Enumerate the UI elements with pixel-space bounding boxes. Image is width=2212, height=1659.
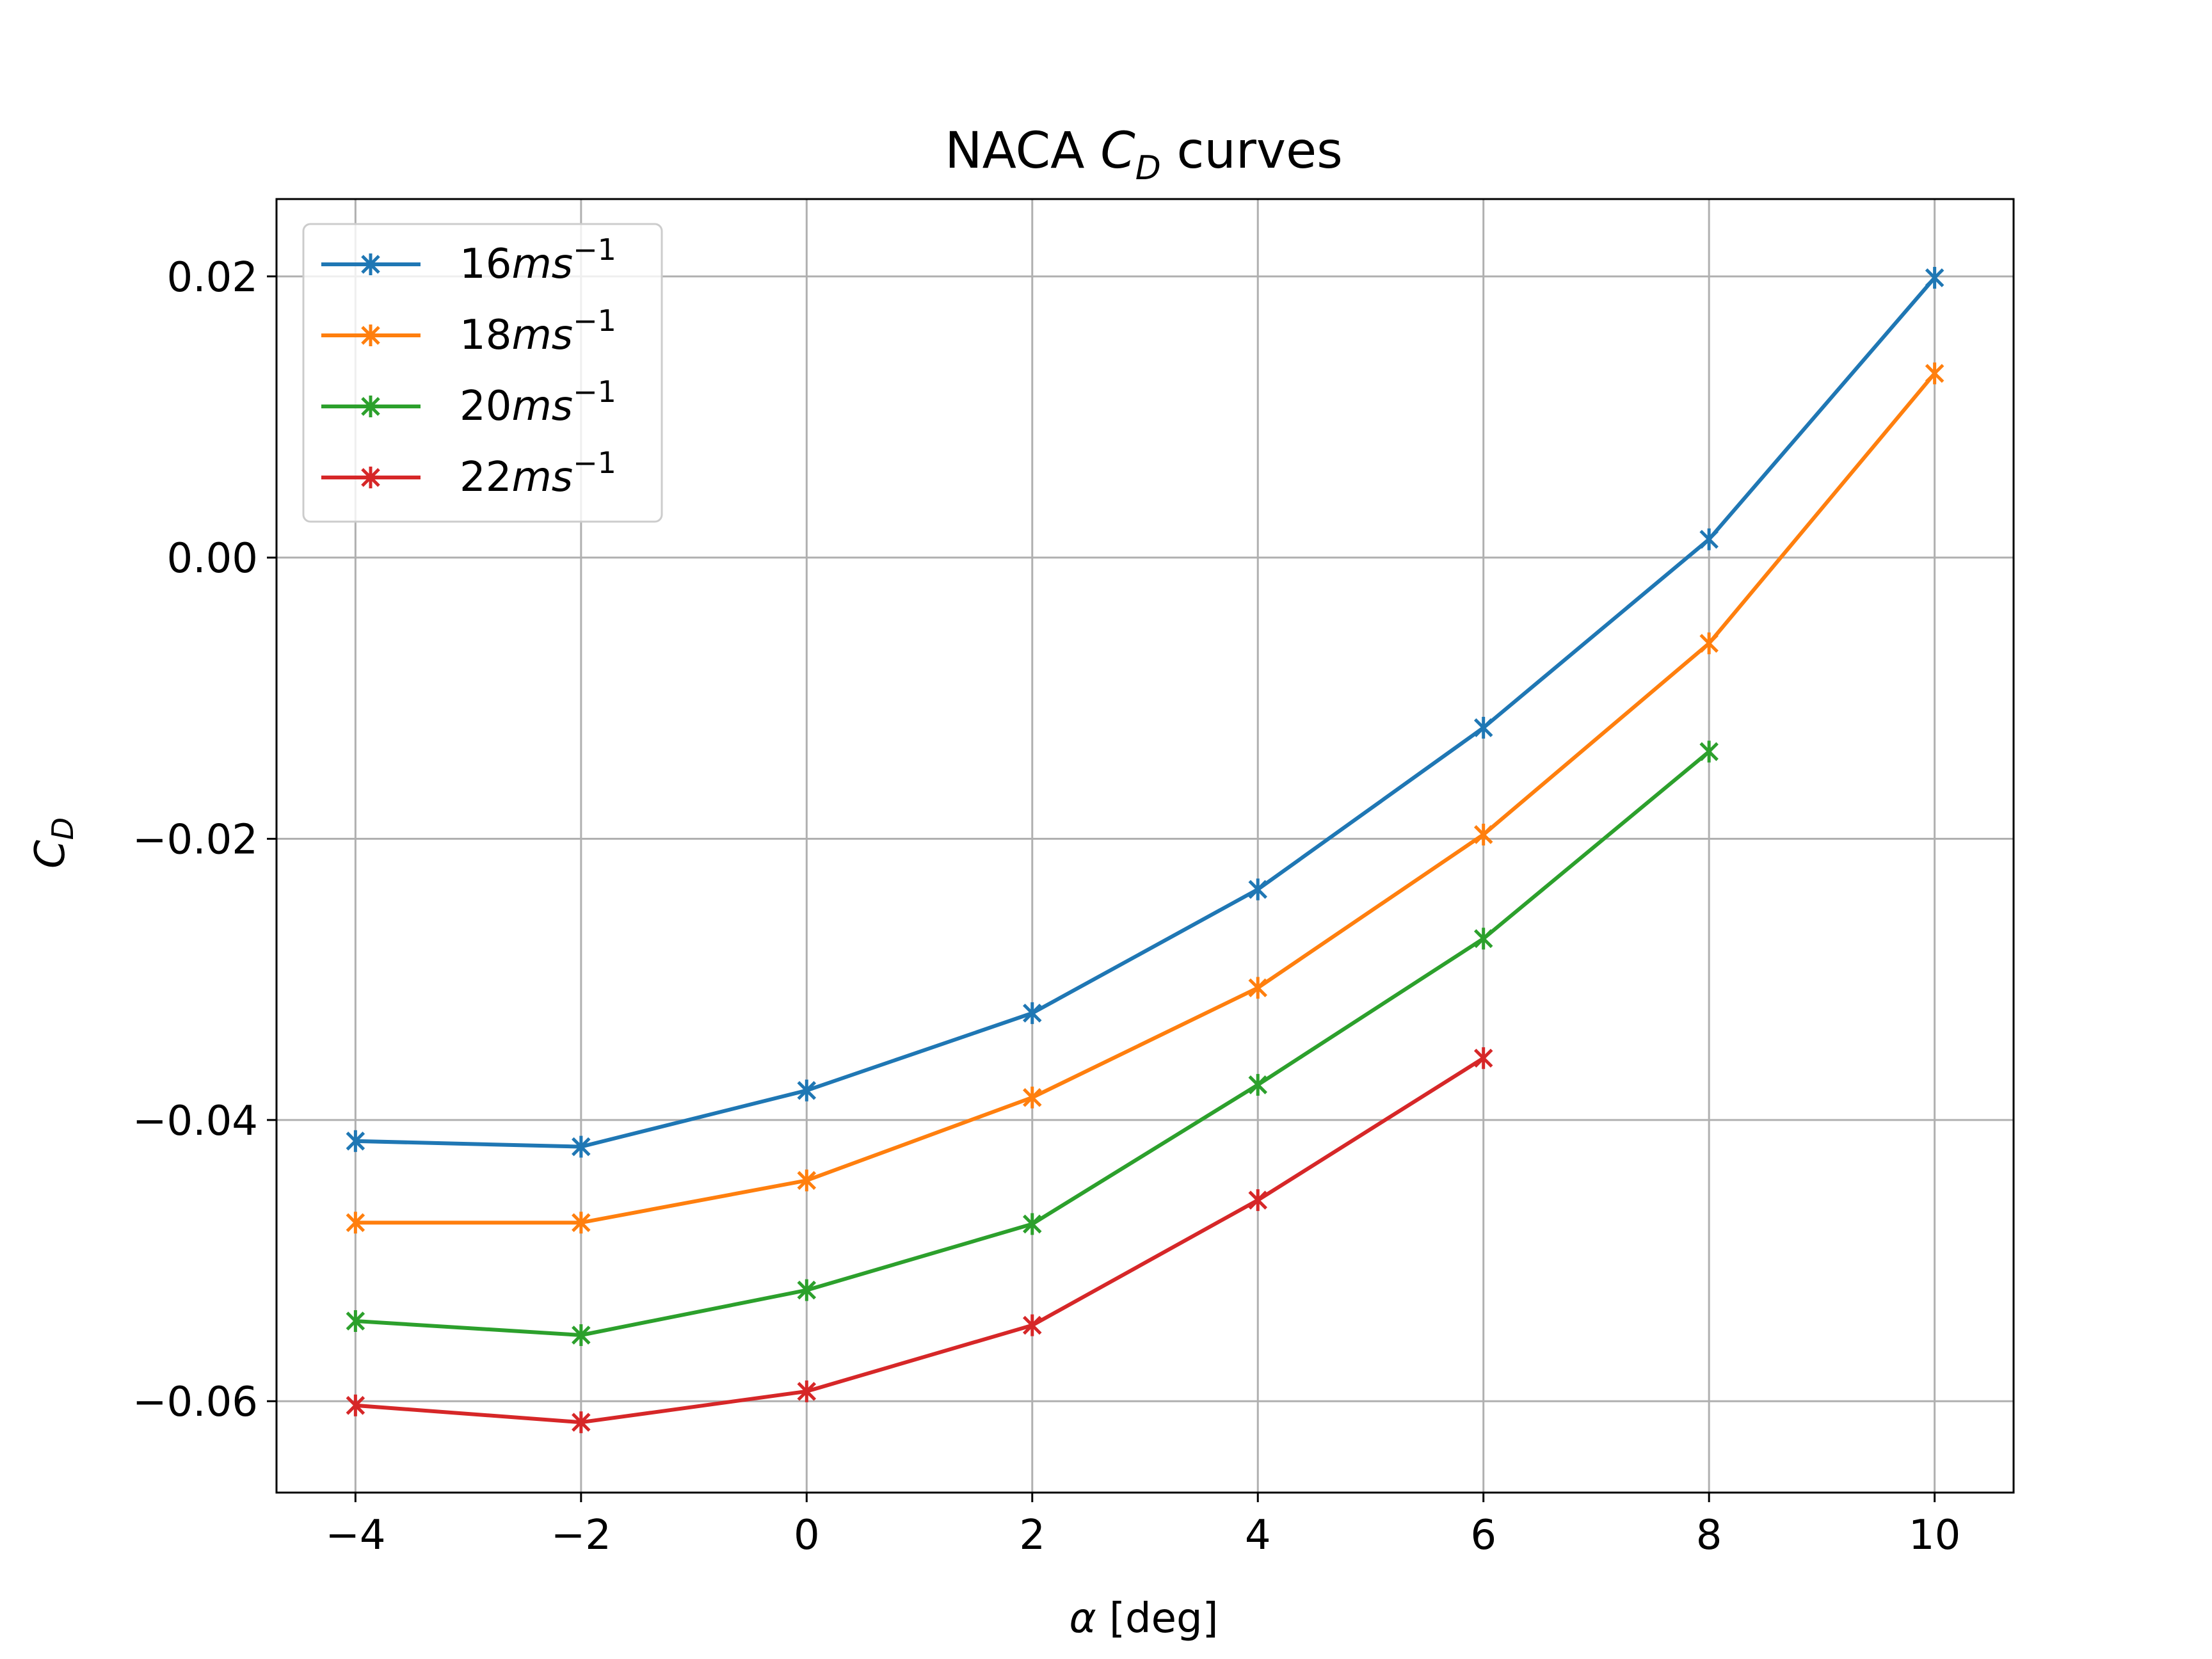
y-tick-label: −0.02 [132, 817, 258, 864]
data-point [572, 1324, 591, 1346]
data-point [1248, 878, 1268, 901]
y-tick-label: −0.04 [132, 1098, 258, 1145]
data-point [797, 1380, 817, 1402]
data-point [1248, 1073, 1268, 1096]
x-tick-label: −2 [551, 1512, 611, 1559]
data-point [1022, 1213, 1042, 1235]
legend-box [302, 223, 663, 523]
data-point [346, 1310, 365, 1332]
data-point [346, 1394, 365, 1416]
legend-item: 18ms−1 [321, 303, 616, 359]
legend-marker [361, 467, 380, 488]
x-axis-label: α [deg] [1069, 1595, 1218, 1642]
data-point [1473, 1047, 1493, 1070]
axes-frame [275, 198, 2015, 1494]
series-layer [346, 267, 1944, 1434]
legend-label: 16ms−1 [460, 232, 616, 288]
legend-item: 22ms−1 [321, 445, 616, 501]
data-point [1022, 1086, 1042, 1109]
data-point [572, 1212, 591, 1234]
x-tick-label: 6 [1470, 1512, 1496, 1559]
data-point [1925, 267, 1944, 289]
x-tick-label: 4 [1245, 1512, 1271, 1559]
data-point [1473, 927, 1493, 950]
legend: 16ms−1 18ms−1 20ms−1 22ms−1 [302, 223, 663, 523]
x-tick-label: 0 [794, 1512, 820, 1559]
x-tick-label: 2 [1019, 1512, 1045, 1559]
data-point [1699, 632, 1719, 655]
y-axis-ticks: −0.06 −0.04 −0.02 0.00 0.02 [132, 254, 276, 1426]
data-point [1022, 1002, 1042, 1024]
x-tick-label: −4 [325, 1512, 385, 1559]
data-point [1022, 1314, 1042, 1336]
series-1 [346, 267, 1944, 1158]
data-point [1248, 1189, 1268, 1212]
x-axis-ticks: −4 −2 0 2 4 6 8 10 [325, 1493, 1960, 1559]
series-line [353, 275, 1937, 1149]
legend-label: 22ms−1 [460, 445, 616, 501]
data-point [1473, 716, 1493, 739]
chart-title: NACA CD curves [945, 122, 1342, 188]
series-2 [346, 362, 1944, 1234]
data-point [1248, 977, 1268, 999]
legend-marker [361, 396, 380, 417]
series-line [353, 371, 1937, 1225]
data-point [572, 1411, 591, 1434]
series-3 [346, 741, 1719, 1346]
data-point [1473, 823, 1493, 846]
y-tick-label: 0.02 [167, 254, 259, 301]
legend-label: 20ms−1 [460, 374, 616, 430]
legend-item: 16ms−1 [321, 232, 616, 288]
data-point [797, 1079, 817, 1102]
legend-marker [361, 253, 380, 275]
x-tick-label: 10 [1909, 1512, 1960, 1559]
legend-item: 20ms−1 [321, 374, 616, 430]
x-tick-label: 8 [1696, 1512, 1722, 1559]
legend-label: 18ms−1 [460, 303, 616, 359]
data-point [797, 1169, 817, 1192]
series-4 [346, 1047, 1493, 1434]
data-point [346, 1130, 365, 1152]
y-axis-label: CD [27, 817, 80, 869]
data-point [797, 1279, 817, 1301]
grid-lines [276, 199, 2014, 1493]
y-tick-label: −0.06 [132, 1379, 258, 1426]
data-point [1699, 528, 1719, 550]
data-point [572, 1135, 591, 1158]
data-point [346, 1212, 365, 1234]
y-tick-label: 0.00 [167, 535, 259, 582]
legend-marker [361, 325, 380, 346]
data-point [1925, 362, 1944, 385]
series-line [353, 1055, 1486, 1425]
data-point [1699, 741, 1719, 763]
